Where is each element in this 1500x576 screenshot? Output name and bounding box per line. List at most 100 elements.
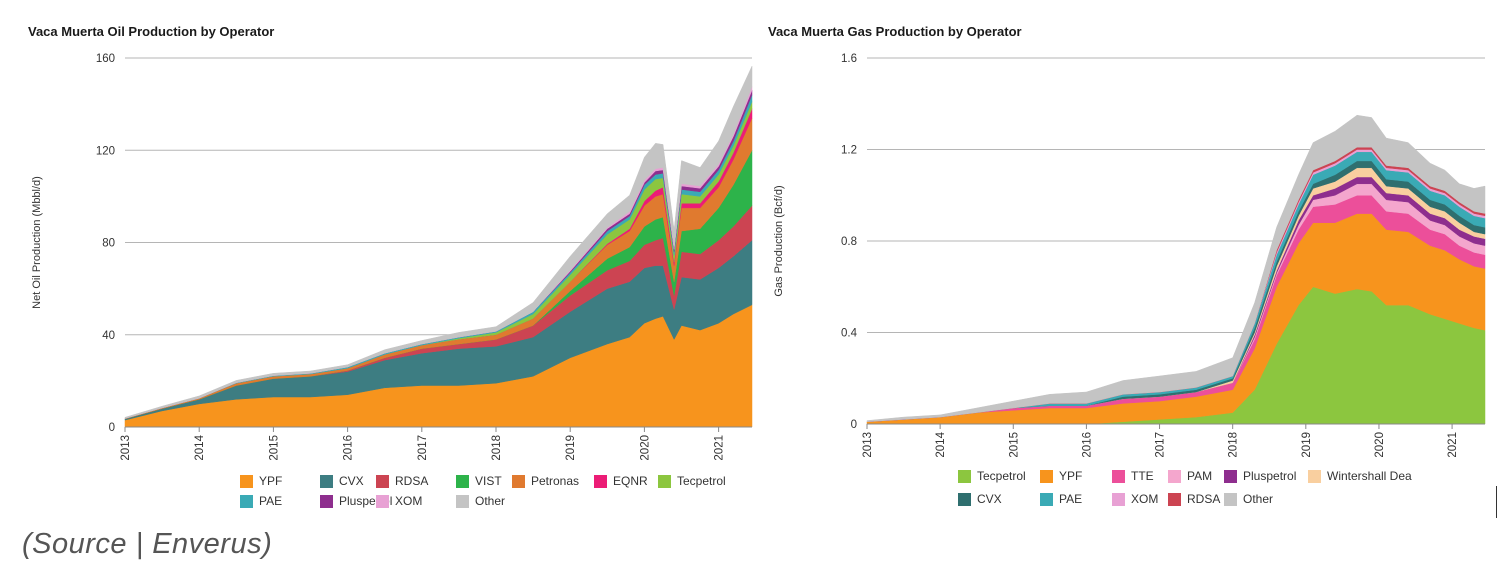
legend-item: RDSA — [376, 474, 428, 488]
legend-label: YPF — [259, 474, 283, 488]
legend-label: XOM — [1131, 492, 1159, 506]
legend-label: XOM — [395, 494, 423, 508]
oil-chart-title: Vaca Muerta Oil Production by Operator — [28, 24, 275, 39]
x-tick-label: 2020 — [639, 435, 651, 461]
legend-label: TTE — [1131, 469, 1154, 483]
legend-item: VIST — [456, 474, 502, 488]
legend-item: XOM — [376, 494, 422, 508]
legend-label: Pluspetrol — [1243, 469, 1297, 483]
x-tick-label: 2016 — [343, 435, 355, 461]
x-tick-label: 2013 — [862, 432, 874, 458]
legend-label: YPF — [1059, 469, 1083, 483]
edge-divider — [1496, 486, 1497, 518]
area-series-other — [124, 65, 753, 419]
legend-swatch — [1040, 492, 1053, 506]
x-tick-label: 2013 — [120, 435, 132, 461]
x-tick-label: 2017 — [417, 435, 429, 461]
x-tick-label: 2014 — [194, 434, 206, 460]
legend-item: CVX — [958, 492, 1002, 506]
legend-label: RDSA — [1187, 492, 1221, 506]
legend-swatch — [376, 474, 389, 488]
legend-label: CVX — [977, 492, 1002, 506]
legend-label: Petronas — [531, 474, 580, 488]
legend-label: Other — [475, 494, 506, 508]
legend-label: Tecpetrol — [977, 469, 1026, 483]
chart-0: 0 40 80 120 160 2013 2014 2015 2016 2017 2018 2019 2… — [31, 53, 753, 461]
y-tick-label: 40 — [102, 330, 115, 342]
legend-swatch — [320, 494, 333, 508]
legend-swatch — [512, 474, 525, 488]
legend-label: Other — [1243, 492, 1274, 506]
legend-swatch — [1168, 492, 1181, 506]
legend-swatch — [456, 474, 469, 488]
legend-label: PAM — [1187, 469, 1213, 483]
legend-item: PAE — [1040, 492, 1082, 506]
legend-item: PAM — [1168, 469, 1212, 483]
x-tick-label: 2015 — [268, 435, 280, 461]
y-tick-label: 160 — [96, 53, 115, 65]
x-tick-label: 2015 — [1008, 432, 1020, 458]
legend-label: CVX — [339, 474, 364, 488]
legend-item: RDSA — [1168, 492, 1220, 506]
legend-item: PAE — [240, 494, 282, 508]
x-tick-label: 2021 — [1447, 432, 1459, 458]
legend-item: Tecpetrol — [958, 469, 1026, 483]
legend-label: RDSA — [395, 474, 429, 488]
legend-swatch — [1168, 469, 1181, 483]
legend-item: CVX — [320, 474, 364, 488]
y-tick-label: 0 — [109, 422, 115, 434]
legend-swatch — [456, 494, 469, 508]
y-axis-label: Gas Production (Bcf/d) — [773, 185, 785, 296]
y-tick-label: 80 — [102, 238, 115, 250]
legend-swatch — [1040, 469, 1053, 483]
legend-swatch — [240, 474, 253, 488]
legend-item: XOM — [1112, 492, 1158, 506]
y-tick-label: 1.2 — [841, 145, 857, 157]
legend-swatch — [958, 469, 971, 483]
y-tick-label: 0.4 — [841, 328, 858, 340]
legend-label: Tecpetrol — [677, 474, 726, 488]
legend-swatch — [1308, 469, 1321, 483]
legend-item: Wintershall Dea — [1308, 469, 1412, 483]
y-axis-label: Net Oil Production (Mbbl/d) — [31, 176, 43, 309]
x-tick-label: 2019 — [1301, 432, 1313, 458]
legend-label: VIST — [475, 474, 502, 488]
legend-item: Petronas — [512, 474, 579, 488]
y-tick-label: 1.6 — [841, 53, 857, 65]
gas-chart-title: Vaca Muerta Gas Production by Operator — [768, 24, 1022, 39]
legend-swatch — [1112, 492, 1125, 506]
x-tick-label: 2021 — [714, 435, 726, 461]
y-tick-label: 0 — [851, 419, 857, 431]
chart-1: 0 0.4 0.8 1.2 1.6 2013 2014 2015 2016 2017 2018 201… — [773, 53, 1486, 458]
legend-swatch — [1224, 492, 1237, 506]
legend-swatch — [658, 474, 671, 488]
legend-item: Pluspetrol — [1224, 469, 1296, 483]
x-tick-label: 2019 — [565, 435, 577, 461]
source-caption: (Source | Enverus) — [22, 528, 273, 560]
x-tick-label: 2018 — [1228, 432, 1240, 458]
legend-item: Other — [1224, 492, 1273, 506]
legend-swatch — [320, 474, 333, 488]
legend-item: Tecpetrol — [658, 474, 726, 488]
legend-swatch — [958, 492, 971, 506]
legend-swatch — [1224, 469, 1237, 483]
legend-label: Wintershall Dea — [1327, 469, 1412, 483]
x-tick-label: 2016 — [1081, 432, 1093, 458]
legend-item: YPF — [240, 474, 282, 488]
legend-swatch — [240, 494, 253, 508]
legend-swatch — [376, 494, 389, 508]
legend-item: YPF — [1040, 469, 1082, 483]
x-tick-label: 2020 — [1374, 432, 1386, 458]
legend-swatch — [594, 474, 607, 488]
x-tick-label: 2018 — [491, 435, 503, 461]
legend-label: PAE — [1059, 492, 1083, 506]
legend-label: EQNR — [613, 474, 648, 488]
x-tick-label: 2017 — [1155, 432, 1167, 458]
legend-item: Other — [456, 494, 505, 508]
legend-swatch — [1112, 469, 1125, 483]
area-series-other — [866, 114, 1486, 422]
legend-item: EQNR — [594, 474, 648, 488]
y-tick-label: 0.8 — [841, 236, 857, 248]
y-tick-label: 120 — [96, 145, 115, 157]
